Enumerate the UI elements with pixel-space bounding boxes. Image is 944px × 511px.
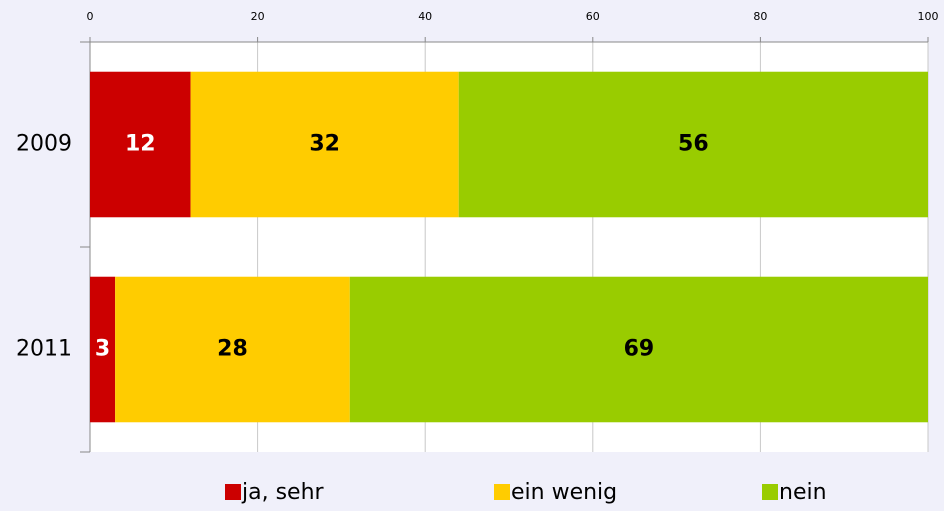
x-tick-label: 20 [251, 10, 265, 23]
y-tick-label: 2011 [16, 337, 72, 362]
legend-label: ja, sehr [241, 480, 325, 505]
x-tick-label: 60 [586, 10, 600, 23]
legend-label: ein wenig [511, 480, 617, 505]
data-label: 28 [217, 337, 248, 362]
bar-segment [349, 276, 928, 423]
legend-label: nein [779, 480, 827, 505]
legend-swatch [225, 484, 241, 500]
x-tick-label: 100 [918, 10, 939, 23]
legend-swatch [762, 484, 778, 500]
x-tick-label: 80 [753, 10, 767, 23]
x-tick-label: 40 [418, 10, 432, 23]
data-label: 32 [309, 132, 340, 157]
bar-segment [90, 276, 116, 423]
data-label: 3 [95, 337, 110, 362]
data-label: 12 [125, 132, 156, 157]
bar-segment [190, 71, 459, 218]
bar-segment [115, 276, 350, 423]
bar-segment [458, 71, 928, 218]
data-label: 56 [678, 132, 709, 157]
data-label: 69 [624, 337, 655, 362]
legend-swatch [494, 484, 510, 500]
y-tick-label: 2009 [16, 132, 72, 157]
bar-segment [90, 71, 191, 218]
x-tick-label: 0 [87, 10, 94, 23]
